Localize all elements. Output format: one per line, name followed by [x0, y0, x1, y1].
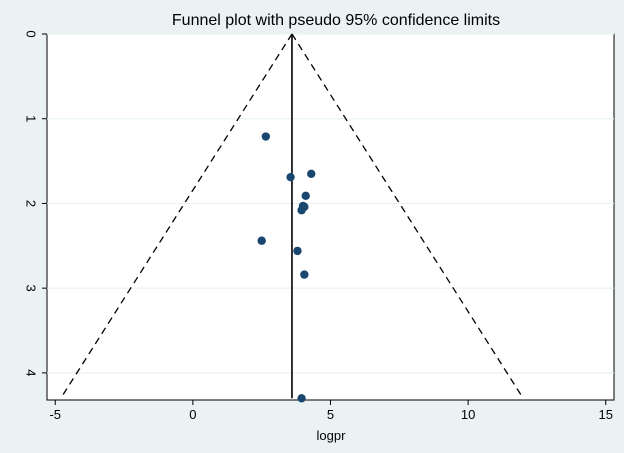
grid-lines — [47, 33, 614, 374]
data-point-9 — [300, 270, 309, 279]
confidence-limit-lines — [60, 33, 524, 399]
x-tick-label-0: -5 — [49, 407, 61, 422]
y-tick-label-0: 0 — [24, 30, 39, 37]
data-point-7 — [257, 236, 266, 245]
y-tick-label-4: 4 — [24, 369, 39, 376]
y-tick-label-1: 1 — [24, 115, 39, 122]
y-tick-label-3: 3 — [24, 285, 39, 292]
x-tick-label-3: 10 — [461, 407, 475, 422]
x-tick-label-2: 5 — [327, 407, 334, 422]
x-tick-label-1: 0 — [189, 407, 196, 422]
data-point-1 — [307, 169, 316, 178]
data-point-0 — [261, 132, 271, 141]
data-points — [257, 132, 316, 403]
data-point-2 — [286, 172, 295, 182]
data-point-10 — [297, 394, 306, 403]
x-tick-label-4: 15 — [599, 407, 613, 422]
data-point-8 — [293, 246, 302, 256]
plot-area — [46, 33, 615, 401]
chart-title: Funnel plot with pseudo 95% confidence l… — [172, 12, 500, 29]
data-point-3 — [301, 191, 310, 201]
y-tick-label-2: 2 — [24, 200, 39, 207]
y-axis: 0 1 2 3 4 — [24, 30, 47, 377]
data-point-6 — [297, 206, 306, 215]
x-axis: -5 0 5 10 15 — [49, 400, 613, 422]
x-axis-title: logpr — [317, 428, 347, 443]
